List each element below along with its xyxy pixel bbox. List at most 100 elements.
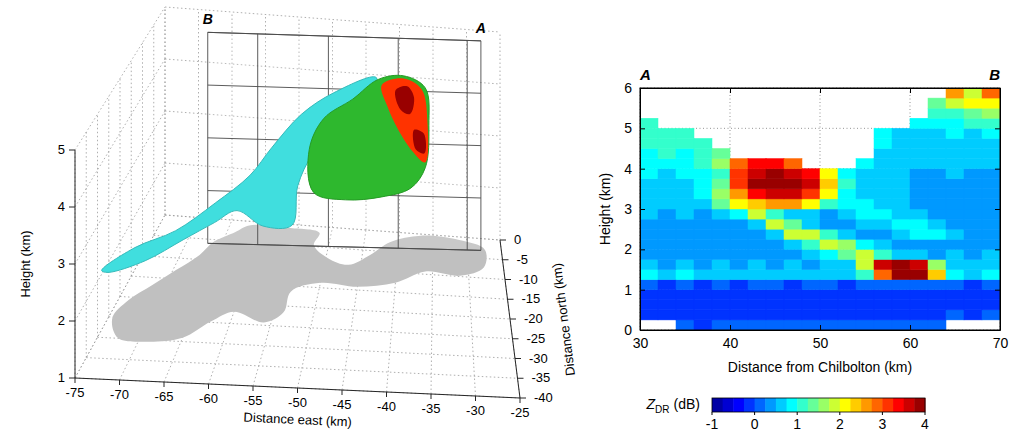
- cell: [676, 189, 694, 199]
- cell: [676, 209, 694, 219]
- cell: [730, 270, 748, 280]
- colorbar-title-part: DR: [655, 404, 669, 415]
- cell: [874, 259, 892, 269]
- cell: [964, 229, 982, 239]
- colorbar-swatch: [893, 398, 904, 412]
- y-tick-label: -10: [519, 272, 538, 287]
- x-axis-top-tick-mark: [730, 88, 731, 93]
- grid-line: [86, 358, 517, 379]
- cell: [856, 320, 874, 330]
- cell: [748, 310, 766, 320]
- cell: [910, 310, 928, 320]
- cell: [766, 290, 784, 300]
- colorbar: -101234ZDR(dB): [646, 396, 930, 432]
- cell: [892, 169, 910, 179]
- cell: [838, 229, 856, 239]
- cell: [658, 179, 676, 189]
- cell: [946, 239, 964, 249]
- section-label: B: [989, 66, 1000, 83]
- cell: [694, 280, 712, 290]
- cell: [964, 199, 982, 209]
- cell: [784, 249, 802, 259]
- cell: [928, 138, 946, 148]
- x-tick-label: -45: [333, 397, 352, 412]
- cell: [964, 169, 982, 179]
- cell: [856, 229, 874, 239]
- cell: [802, 320, 820, 330]
- y-axis-right-tick: [995, 88, 1000, 89]
- cell: [694, 189, 712, 199]
- cell: [910, 128, 928, 138]
- x-tick-label: -55: [244, 393, 263, 408]
- y-tick-label: -20: [524, 311, 543, 326]
- colorbar-swatch: [904, 398, 915, 412]
- cell: [874, 249, 892, 259]
- cell: [928, 179, 946, 189]
- x-tick-label: -25: [511, 405, 530, 420]
- cell: [784, 179, 802, 189]
- cell: [640, 118, 658, 128]
- cell: [928, 108, 946, 118]
- cell: [982, 249, 1000, 259]
- cell: [766, 169, 784, 179]
- cell: [694, 239, 712, 249]
- cell: [856, 169, 874, 179]
- cell: [694, 249, 712, 259]
- cell: [910, 199, 928, 209]
- grid-line: [75, 59, 165, 207]
- cell: [676, 239, 694, 249]
- y-axis-tick-label: 6: [624, 80, 632, 96]
- x-axis-top: [641, 88, 1001, 93]
- cell: [730, 259, 748, 269]
- cell: [892, 239, 910, 249]
- cell: [856, 199, 874, 209]
- cell: [658, 239, 676, 249]
- x-axis-top-tick-mark: [820, 88, 821, 93]
- cell: [658, 169, 676, 179]
- y-axis-tick-mark: [640, 169, 645, 170]
- cell: [676, 320, 694, 330]
- cell: [928, 169, 946, 179]
- z-tick: [69, 378, 75, 379]
- cell: [910, 219, 928, 229]
- cell: [838, 199, 856, 209]
- x-tick: [342, 390, 343, 395]
- cell: [964, 249, 982, 259]
- cell: [964, 189, 982, 199]
- cell: [748, 229, 766, 239]
- z-tick-label: 4: [58, 199, 65, 214]
- cell: [712, 249, 730, 259]
- colorbar-title: ZDR(dB): [646, 396, 700, 415]
- y-axis-tick-label: 3: [624, 201, 632, 217]
- z-tick-label: 5: [58, 142, 65, 157]
- x-tick: [431, 394, 432, 399]
- y-axis-right-tick-mark: [995, 169, 1000, 170]
- y-axis-tick: 3: [624, 201, 645, 217]
- cell: [766, 300, 784, 310]
- colorbar-swatch: [850, 398, 861, 412]
- cell: [838, 179, 856, 189]
- x-tick: [297, 388, 298, 393]
- cell: [874, 270, 892, 280]
- cell: [910, 270, 928, 280]
- cell: [946, 310, 964, 320]
- x-axis-tick-label: 60: [903, 335, 919, 351]
- section-grid-line: [208, 32, 481, 41]
- cell: [982, 270, 1000, 280]
- y-axis-tick-label: 0: [624, 322, 632, 338]
- cell: [766, 310, 784, 320]
- y-axis-tick: 5: [624, 120, 645, 136]
- cell: [892, 159, 910, 169]
- cell: [640, 169, 658, 179]
- cell: [838, 320, 856, 330]
- x-axis-tick-mark: [820, 325, 821, 330]
- x-tick: [164, 382, 165, 387]
- cell: [874, 280, 892, 290]
- cell: [658, 138, 676, 148]
- x-axis-tick-mark: [910, 325, 911, 330]
- cell: [748, 290, 766, 300]
- cell: [658, 300, 676, 310]
- x-tick-label: -50: [288, 395, 307, 410]
- cell: [640, 128, 658, 138]
- y-axis-right-tick-mark: [995, 88, 1000, 89]
